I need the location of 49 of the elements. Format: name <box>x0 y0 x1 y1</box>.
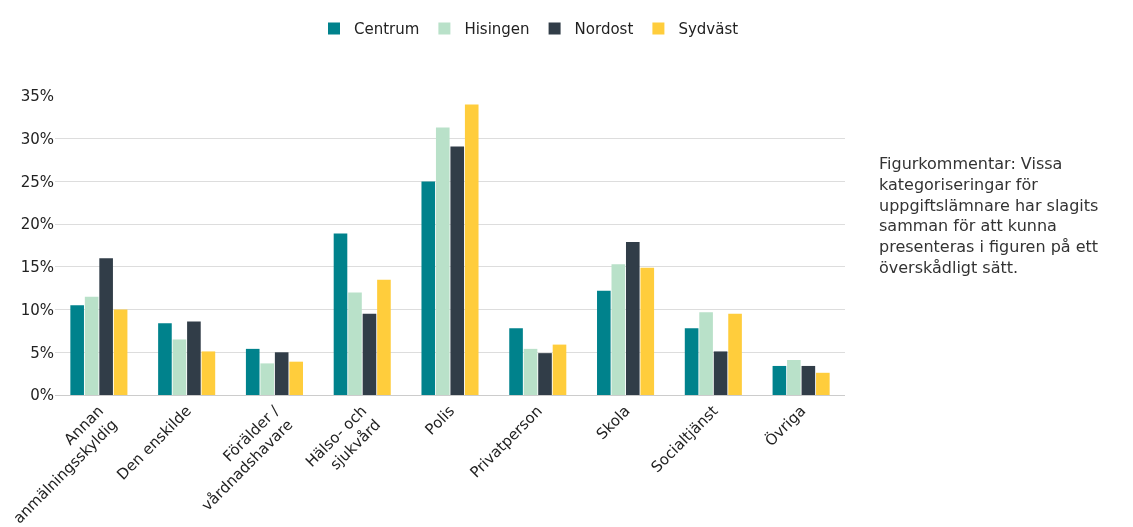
bar <box>421 181 436 395</box>
bar <box>538 353 552 395</box>
y-tick-label: 0% <box>30 386 54 405</box>
y-tick-label: 25% <box>20 172 54 191</box>
bar <box>362 313 377 395</box>
bar <box>348 292 362 395</box>
bar <box>464 104 479 395</box>
bar <box>509 328 523 395</box>
legend-label: Nordost <box>574 20 634 39</box>
bar <box>552 344 567 395</box>
y-tick-label: 30% <box>20 129 54 148</box>
bar <box>597 290 611 395</box>
bar <box>289 361 303 395</box>
bar <box>70 305 84 395</box>
bar <box>245 348 260 395</box>
bar <box>201 351 216 395</box>
bar <box>728 313 742 395</box>
bar <box>684 328 699 395</box>
y-tick-label: 20% <box>20 215 54 234</box>
legend-label: Sydväst <box>678 20 739 39</box>
y-tick-label: 15% <box>20 258 54 277</box>
bar <box>158 323 172 395</box>
bar <box>99 258 113 395</box>
bar <box>611 264 626 395</box>
bar <box>523 348 538 395</box>
bar <box>816 372 830 395</box>
bar <box>260 363 275 395</box>
bar <box>377 279 391 395</box>
bar <box>625 242 640 395</box>
bar <box>274 352 289 395</box>
bar <box>84 296 99 395</box>
bar <box>640 267 655 395</box>
bar <box>187 321 201 395</box>
bar <box>172 339 187 395</box>
legend-label: Centrum <box>354 20 420 39</box>
bar <box>450 146 465 395</box>
bar <box>801 365 816 395</box>
bar <box>699 312 713 395</box>
bar <box>333 233 348 395</box>
y-tick-label: 5% <box>30 343 54 362</box>
bar <box>435 127 450 395</box>
y-tick-label: 10% <box>20 300 54 319</box>
bar <box>113 309 128 395</box>
text: Figurkommentar: Vissa kategoriseringar för uppgiftslämnare har slagits samman för att kunna presenteras i figuren på ett överskådligt sätt. <box>879 154 1099 277</box>
y-tick-label: 35% <box>20 87 54 106</box>
legend-label: Hisingen <box>464 20 530 39</box>
bar <box>713 351 728 395</box>
bar <box>787 359 801 395</box>
bar <box>772 365 787 395</box>
